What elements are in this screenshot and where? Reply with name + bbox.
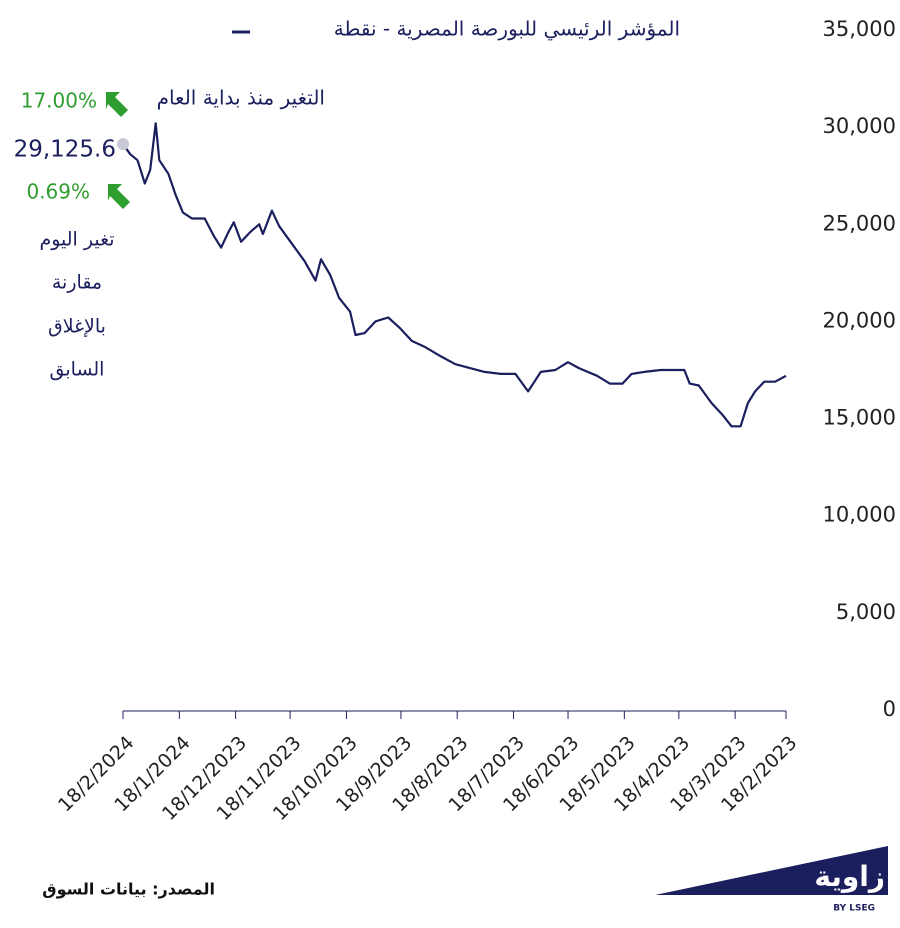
y-tick-label: 15,000 bbox=[823, 406, 896, 430]
daily-label: مقارنة bbox=[52, 272, 102, 294]
y-tick-label: 0 bbox=[883, 697, 896, 721]
up-arrow bbox=[108, 184, 130, 209]
y-tick-label: 5,000 bbox=[836, 600, 896, 624]
last-value: 29,125.6 bbox=[14, 137, 116, 163]
logo: زاوية bbox=[814, 860, 885, 893]
logo-shape bbox=[655, 846, 888, 895]
line bbox=[122, 122, 787, 428]
y-tick-label: 30,000 bbox=[823, 114, 896, 138]
last-point bbox=[117, 138, 129, 151]
daily-label: السابق bbox=[50, 359, 105, 381]
daily-change: 0.69% bbox=[26, 180, 90, 204]
up-arrow bbox=[106, 92, 128, 117]
source: المصدر: بيانات السوق bbox=[42, 880, 215, 899]
daily-label: تغير اليوم bbox=[39, 229, 114, 251]
daily-label: بالإغلاق bbox=[48, 316, 106, 338]
legend-label: المؤشر الرئيسي للبورصة المصرية - نقطة bbox=[334, 17, 680, 42]
y-tick-label: 25,000 bbox=[823, 211, 896, 235]
y-tick-label: 10,000 bbox=[823, 503, 896, 527]
y-tick-label: 35,000 bbox=[823, 17, 896, 41]
ytd-label: التغير منذ بداية العام bbox=[157, 86, 325, 110]
logo-sub: BY LSEG bbox=[833, 904, 875, 914]
y-tick-label: 20,000 bbox=[823, 308, 896, 332]
ytd-change: 17.00% bbox=[21, 89, 97, 113]
